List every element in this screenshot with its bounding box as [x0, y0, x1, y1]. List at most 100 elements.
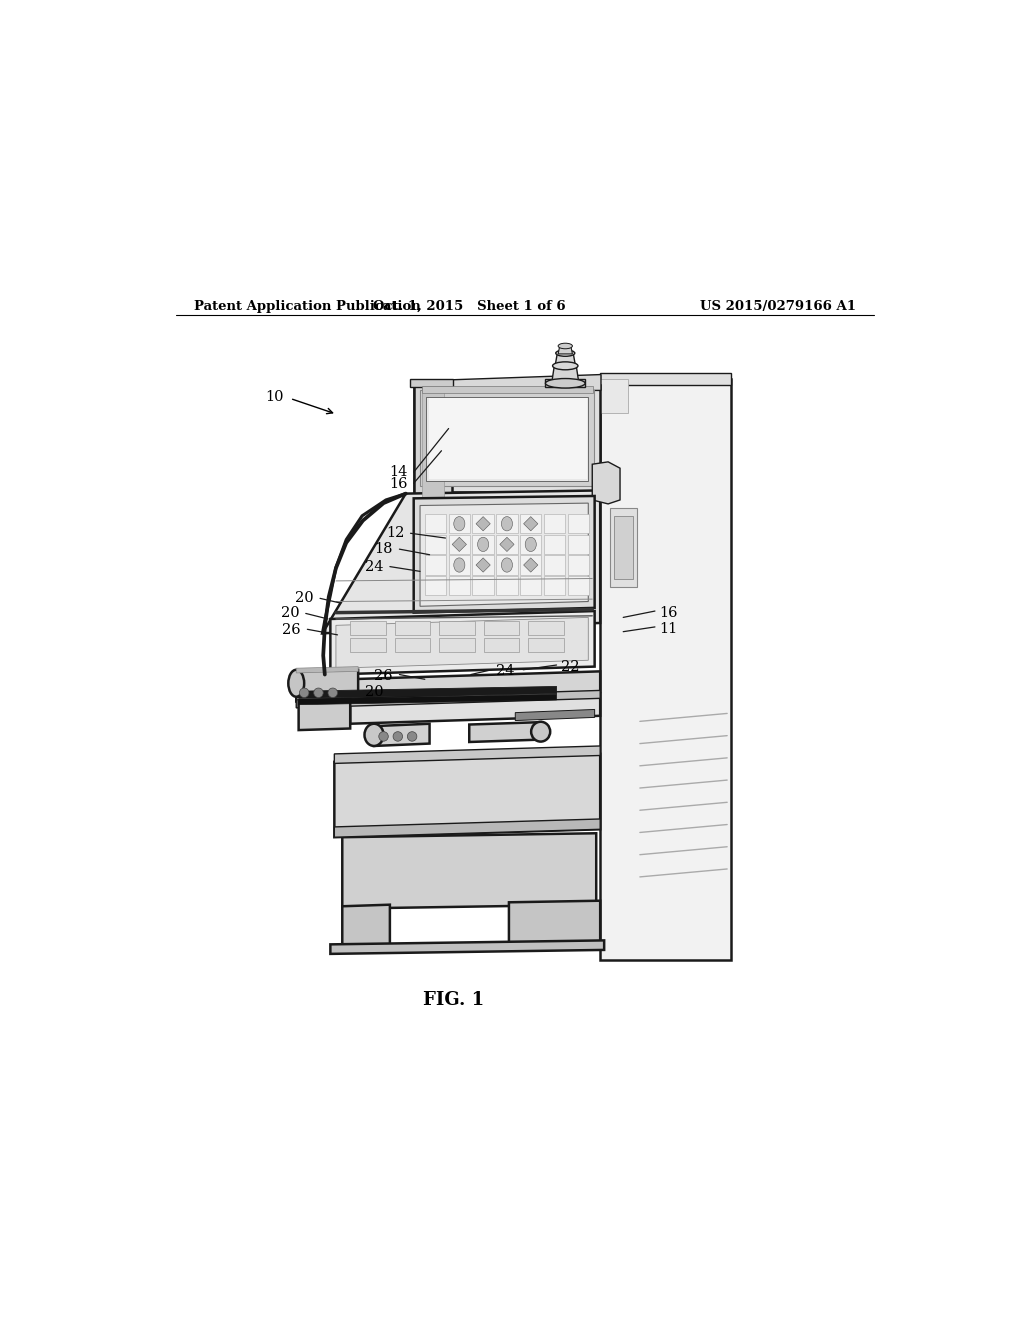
Polygon shape — [420, 375, 601, 391]
Polygon shape — [523, 558, 538, 572]
Ellipse shape — [502, 516, 512, 531]
Text: Oct. 1, 2015   Sheet 1 of 6: Oct. 1, 2015 Sheet 1 of 6 — [373, 300, 565, 313]
Ellipse shape — [365, 723, 384, 746]
Text: FIG. 1: FIG. 1 — [423, 991, 484, 1008]
Polygon shape — [500, 537, 514, 552]
Polygon shape — [342, 904, 390, 948]
Polygon shape — [567, 515, 589, 533]
Circle shape — [379, 731, 388, 742]
Polygon shape — [544, 535, 565, 554]
Polygon shape — [334, 818, 600, 837]
Polygon shape — [374, 723, 430, 746]
Polygon shape — [497, 535, 518, 554]
Polygon shape — [334, 754, 600, 837]
Polygon shape — [439, 638, 475, 652]
Polygon shape — [520, 576, 542, 595]
Ellipse shape — [558, 343, 572, 348]
Polygon shape — [350, 693, 600, 723]
Text: 10: 10 — [265, 389, 284, 404]
Polygon shape — [609, 508, 638, 587]
Polygon shape — [528, 620, 563, 635]
Text: 22: 22 — [561, 660, 580, 673]
Polygon shape — [544, 515, 565, 533]
Polygon shape — [331, 611, 595, 675]
Text: 16: 16 — [658, 606, 678, 619]
Polygon shape — [567, 576, 589, 595]
Text: 24: 24 — [365, 560, 384, 574]
Ellipse shape — [553, 362, 578, 370]
Circle shape — [408, 731, 417, 742]
Text: Patent Application Publication: Patent Application Publication — [194, 300, 421, 313]
Polygon shape — [296, 672, 600, 701]
Polygon shape — [453, 537, 467, 552]
Circle shape — [299, 688, 309, 697]
Polygon shape — [544, 556, 565, 574]
Polygon shape — [483, 620, 519, 635]
Polygon shape — [426, 397, 588, 480]
Polygon shape — [420, 391, 594, 486]
Text: 24: 24 — [497, 664, 515, 678]
Polygon shape — [509, 900, 600, 946]
Polygon shape — [567, 556, 589, 574]
Ellipse shape — [289, 669, 304, 697]
Polygon shape — [414, 496, 595, 612]
Polygon shape — [296, 669, 358, 697]
Polygon shape — [439, 620, 475, 635]
Text: 26: 26 — [283, 623, 301, 638]
Polygon shape — [449, 515, 470, 533]
Text: 12: 12 — [386, 527, 404, 540]
Polygon shape — [523, 516, 538, 531]
Polygon shape — [299, 694, 557, 705]
Polygon shape — [429, 399, 587, 479]
Polygon shape — [600, 379, 731, 960]
Ellipse shape — [525, 537, 537, 552]
Polygon shape — [515, 709, 595, 721]
Polygon shape — [394, 620, 430, 635]
Polygon shape — [422, 387, 443, 565]
Polygon shape — [449, 556, 470, 574]
Polygon shape — [425, 535, 446, 554]
Polygon shape — [592, 462, 620, 504]
Polygon shape — [296, 690, 600, 708]
Polygon shape — [420, 503, 588, 606]
Circle shape — [328, 688, 338, 697]
Circle shape — [313, 688, 324, 697]
Polygon shape — [497, 576, 518, 595]
Polygon shape — [449, 535, 470, 554]
Polygon shape — [497, 515, 518, 533]
Polygon shape — [555, 354, 575, 367]
Polygon shape — [567, 535, 589, 554]
Text: 20: 20 — [365, 685, 384, 700]
Polygon shape — [472, 535, 494, 554]
Text: 20: 20 — [281, 606, 299, 620]
Polygon shape — [472, 515, 494, 533]
Text: 18: 18 — [375, 543, 393, 556]
Polygon shape — [296, 667, 358, 673]
Polygon shape — [614, 516, 633, 579]
Text: 16: 16 — [389, 477, 408, 491]
Polygon shape — [483, 638, 519, 652]
Polygon shape — [334, 746, 600, 763]
Polygon shape — [425, 515, 446, 533]
Polygon shape — [546, 379, 585, 387]
Polygon shape — [520, 556, 542, 574]
Polygon shape — [449, 576, 470, 595]
Ellipse shape — [454, 558, 465, 572]
Text: 26: 26 — [375, 669, 393, 684]
Polygon shape — [414, 383, 452, 572]
Polygon shape — [476, 558, 490, 572]
Polygon shape — [472, 576, 494, 595]
Ellipse shape — [454, 516, 465, 531]
Polygon shape — [469, 722, 541, 742]
Ellipse shape — [531, 722, 550, 742]
Ellipse shape — [502, 558, 512, 572]
Polygon shape — [299, 686, 557, 698]
Polygon shape — [331, 940, 604, 954]
Polygon shape — [552, 367, 579, 383]
Polygon shape — [342, 833, 596, 908]
Polygon shape — [410, 379, 454, 387]
Polygon shape — [336, 618, 588, 668]
Polygon shape — [323, 491, 600, 634]
Circle shape — [393, 731, 402, 742]
Polygon shape — [558, 346, 572, 354]
